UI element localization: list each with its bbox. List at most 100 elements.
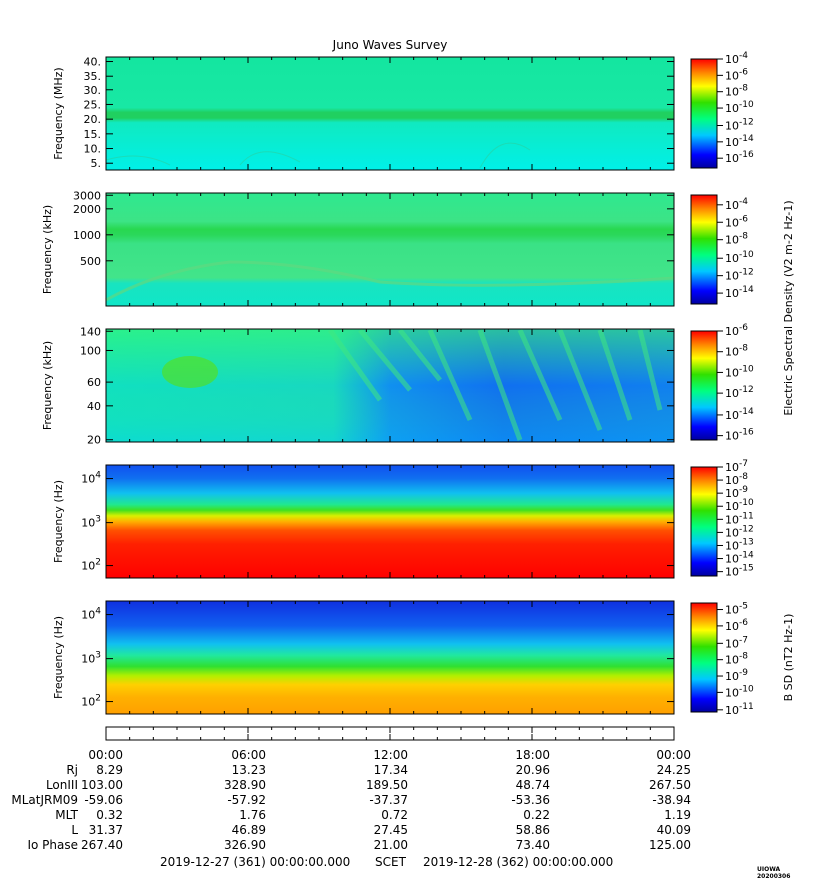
panel-2-colorbar-tick-label: 10-4 (725, 197, 748, 212)
time-tick-label: 06:00 (231, 748, 266, 762)
panel-3-colorbar-tick-label: 10-16 (725, 428, 754, 443)
panel-1-colorbar-tick-label: 10-6 (725, 67, 748, 82)
panel-5-colorbar (690, 602, 718, 713)
panel-3-ytick-label: 40 (87, 400, 101, 413)
panel-4-colorbar-tick-label: 10-9 (725, 485, 748, 500)
panel-4-ytick-label: 102 (81, 558, 101, 573)
panel-3-colorbar-tick-label: 10-8 (725, 344, 748, 359)
panel-2-ytick-label: 2000 (73, 203, 101, 216)
panel-5-ytick-label: 102 (81, 694, 101, 709)
panel-5-colorbar-tick-label: 10-5 (725, 602, 748, 617)
panel-3-ytick-label: 140 (80, 325, 101, 338)
panel-3-colorbar-tick-label: 10-12 (725, 385, 754, 400)
panel-4-colorbar-tick-label: 10-15 (725, 564, 754, 579)
panel-2-colorbar-tick-label: 10-14 (725, 285, 754, 300)
panel-5-axes: Frequency (Hz)10410310210-510-610-710-81… (52, 601, 795, 717)
ephemeris-value: 48.74 (515, 778, 550, 792)
ephemeris-value: 189.50 (366, 778, 408, 792)
ephemeris-value: 1.76 (239, 808, 266, 822)
ephemeris-value: 46.89 (231, 823, 266, 837)
time-tick-label: 12:00 (373, 748, 408, 762)
panel-4 (105, 464, 675, 579)
panel-2 (105, 192, 675, 307)
footer-scet-label: SCET (375, 855, 406, 869)
panel-2-colorbar-tick-label: 10-12 (725, 268, 754, 283)
ephemeris-value: -53.36 (511, 793, 550, 807)
ephemeris-value: 40.09 (656, 823, 691, 837)
ephemeris-row-label: MLatJRM09 (11, 793, 78, 807)
panel-2-colorbar (690, 194, 718, 305)
panel-5-colorbar-tick-label: 10-11 (725, 702, 754, 717)
panel-4-colorbar-tick-label: 10-10 (725, 498, 754, 513)
ephemeris-value: 31.37 (88, 823, 123, 837)
panel-1-ytick-label: 5. (91, 157, 102, 170)
panel-4-ylabel: Frequency (Hz) (52, 480, 65, 563)
ephemeris-value: 27.45 (373, 823, 408, 837)
panel-1-colorbar (690, 58, 718, 169)
panel-3-colorbar-tick-label: 10-6 (725, 323, 748, 338)
panel-5-colorbar-tick-label: 10-7 (725, 635, 748, 650)
ephemeris-value: 328.90 (224, 778, 266, 792)
ephemeris-value: 20.96 (515, 763, 550, 777)
ephemeris-value: 58.86 (515, 823, 550, 837)
ephemeris-value: 326.90 (224, 838, 266, 852)
ephemeris-value: 0.72 (381, 808, 408, 822)
panel-3-colorbar-tick-label: 10-14 (725, 407, 754, 422)
panel-1-ytick-label: 20. (84, 113, 102, 126)
ephemeris-value: 267.50 (649, 778, 691, 792)
ephemeris-value: 73.40 (515, 838, 550, 852)
ephemeris-value: 24.25 (656, 763, 691, 777)
panel-1-ytick-label: 15. (84, 128, 102, 141)
ephemeris-value: -37.37 (369, 793, 408, 807)
panel-4-colorbar (690, 466, 718, 577)
ephemeris-value: 0.22 (523, 808, 550, 822)
ephemeris-row-label: LonIII (45, 778, 78, 792)
panel-1-ytick-label: 30. (84, 84, 102, 97)
panel-1-ytick-label: 10. (84, 143, 102, 156)
panel-1-colorbar-tick-label: 10-14 (725, 134, 754, 149)
version-tag: UIOWA 20200306 (757, 866, 791, 880)
panel-4-spectrogram (106, 465, 674, 578)
panel-1-colorbar-tick-label: 10-10 (725, 100, 754, 115)
time-tick-label: 00:00 (656, 748, 691, 762)
panel-4-colorbar-tick-label: 10-11 (725, 511, 754, 526)
panel-2-colorbar-tick-label: 10-6 (725, 214, 748, 229)
ephemeris-value: 8.29 (96, 763, 123, 777)
ephemeris-value: 267.40 (81, 838, 123, 852)
panel-3-colorbar-tick-label: 10-10 (725, 364, 754, 379)
panel-4-colorbar-tick-label: 10-14 (725, 551, 754, 566)
panel-1-colorbar-tick-label: 10-8 (725, 84, 748, 99)
panel-5-colorbar-label: B SD (nT2 Hz-1) (782, 614, 795, 702)
ephemeris-value: -59.06 (84, 793, 123, 807)
panel-1-colorbar-tick-label: 10-12 (725, 117, 754, 132)
panel-4-colorbar-tick-label: 10-8 (725, 472, 748, 487)
ephemeris-value: -57.92 (227, 793, 266, 807)
panel-3-colorbar (690, 330, 718, 441)
panel-5-ytick-label: 104 (81, 607, 101, 622)
panel-4-colorbar-tick-label: 10-12 (725, 524, 754, 539)
panel-2-spectrogram (106, 193, 674, 306)
panel-5-spectrogram (106, 601, 674, 714)
ephemeris-row-label: Rj (66, 763, 78, 777)
panel-5-colorbar-tick-label: 10-10 (725, 684, 754, 699)
ephemeris-value: 125.00 (649, 838, 691, 852)
time-tick-label: 00:00 (88, 748, 123, 762)
panel-2-ytick-label: 3000 (73, 189, 101, 202)
panel-3-ylabel: Frequency (kHz) (41, 341, 54, 430)
footer-end-time: 2019-12-28 (362) 00:00:00.000 (423, 855, 614, 869)
panel-1-colorbar-tick-label: 10-4 (725, 51, 748, 66)
panel-5-colorbar-tick-label: 10-6 (725, 618, 748, 633)
panel-1-colorbar-tick-label: 10-16 (725, 150, 754, 165)
ephemeris-row-label: L (71, 823, 78, 837)
panel-1 (105, 56, 675, 171)
ephemeris-value: 17.34 (373, 763, 408, 777)
ephemeris-row-label: MLT (55, 808, 78, 822)
panel-1-ytick-label: 25. (84, 98, 102, 111)
ephemeris-value: 1.19 (664, 808, 691, 822)
panel-4-axes: Frequency (Hz) 104 103 102 10-710-810-910-10… (52, 459, 754, 579)
ephemeris-value: 21.00 (373, 838, 408, 852)
panel-2-colorbar-label: Electric Spectral Density (V2 m-2 Hz-1) (782, 200, 795, 415)
panel-5-ytick-label: 103 (81, 651, 101, 666)
ephemeris-row-label: Io Phase (27, 838, 78, 852)
